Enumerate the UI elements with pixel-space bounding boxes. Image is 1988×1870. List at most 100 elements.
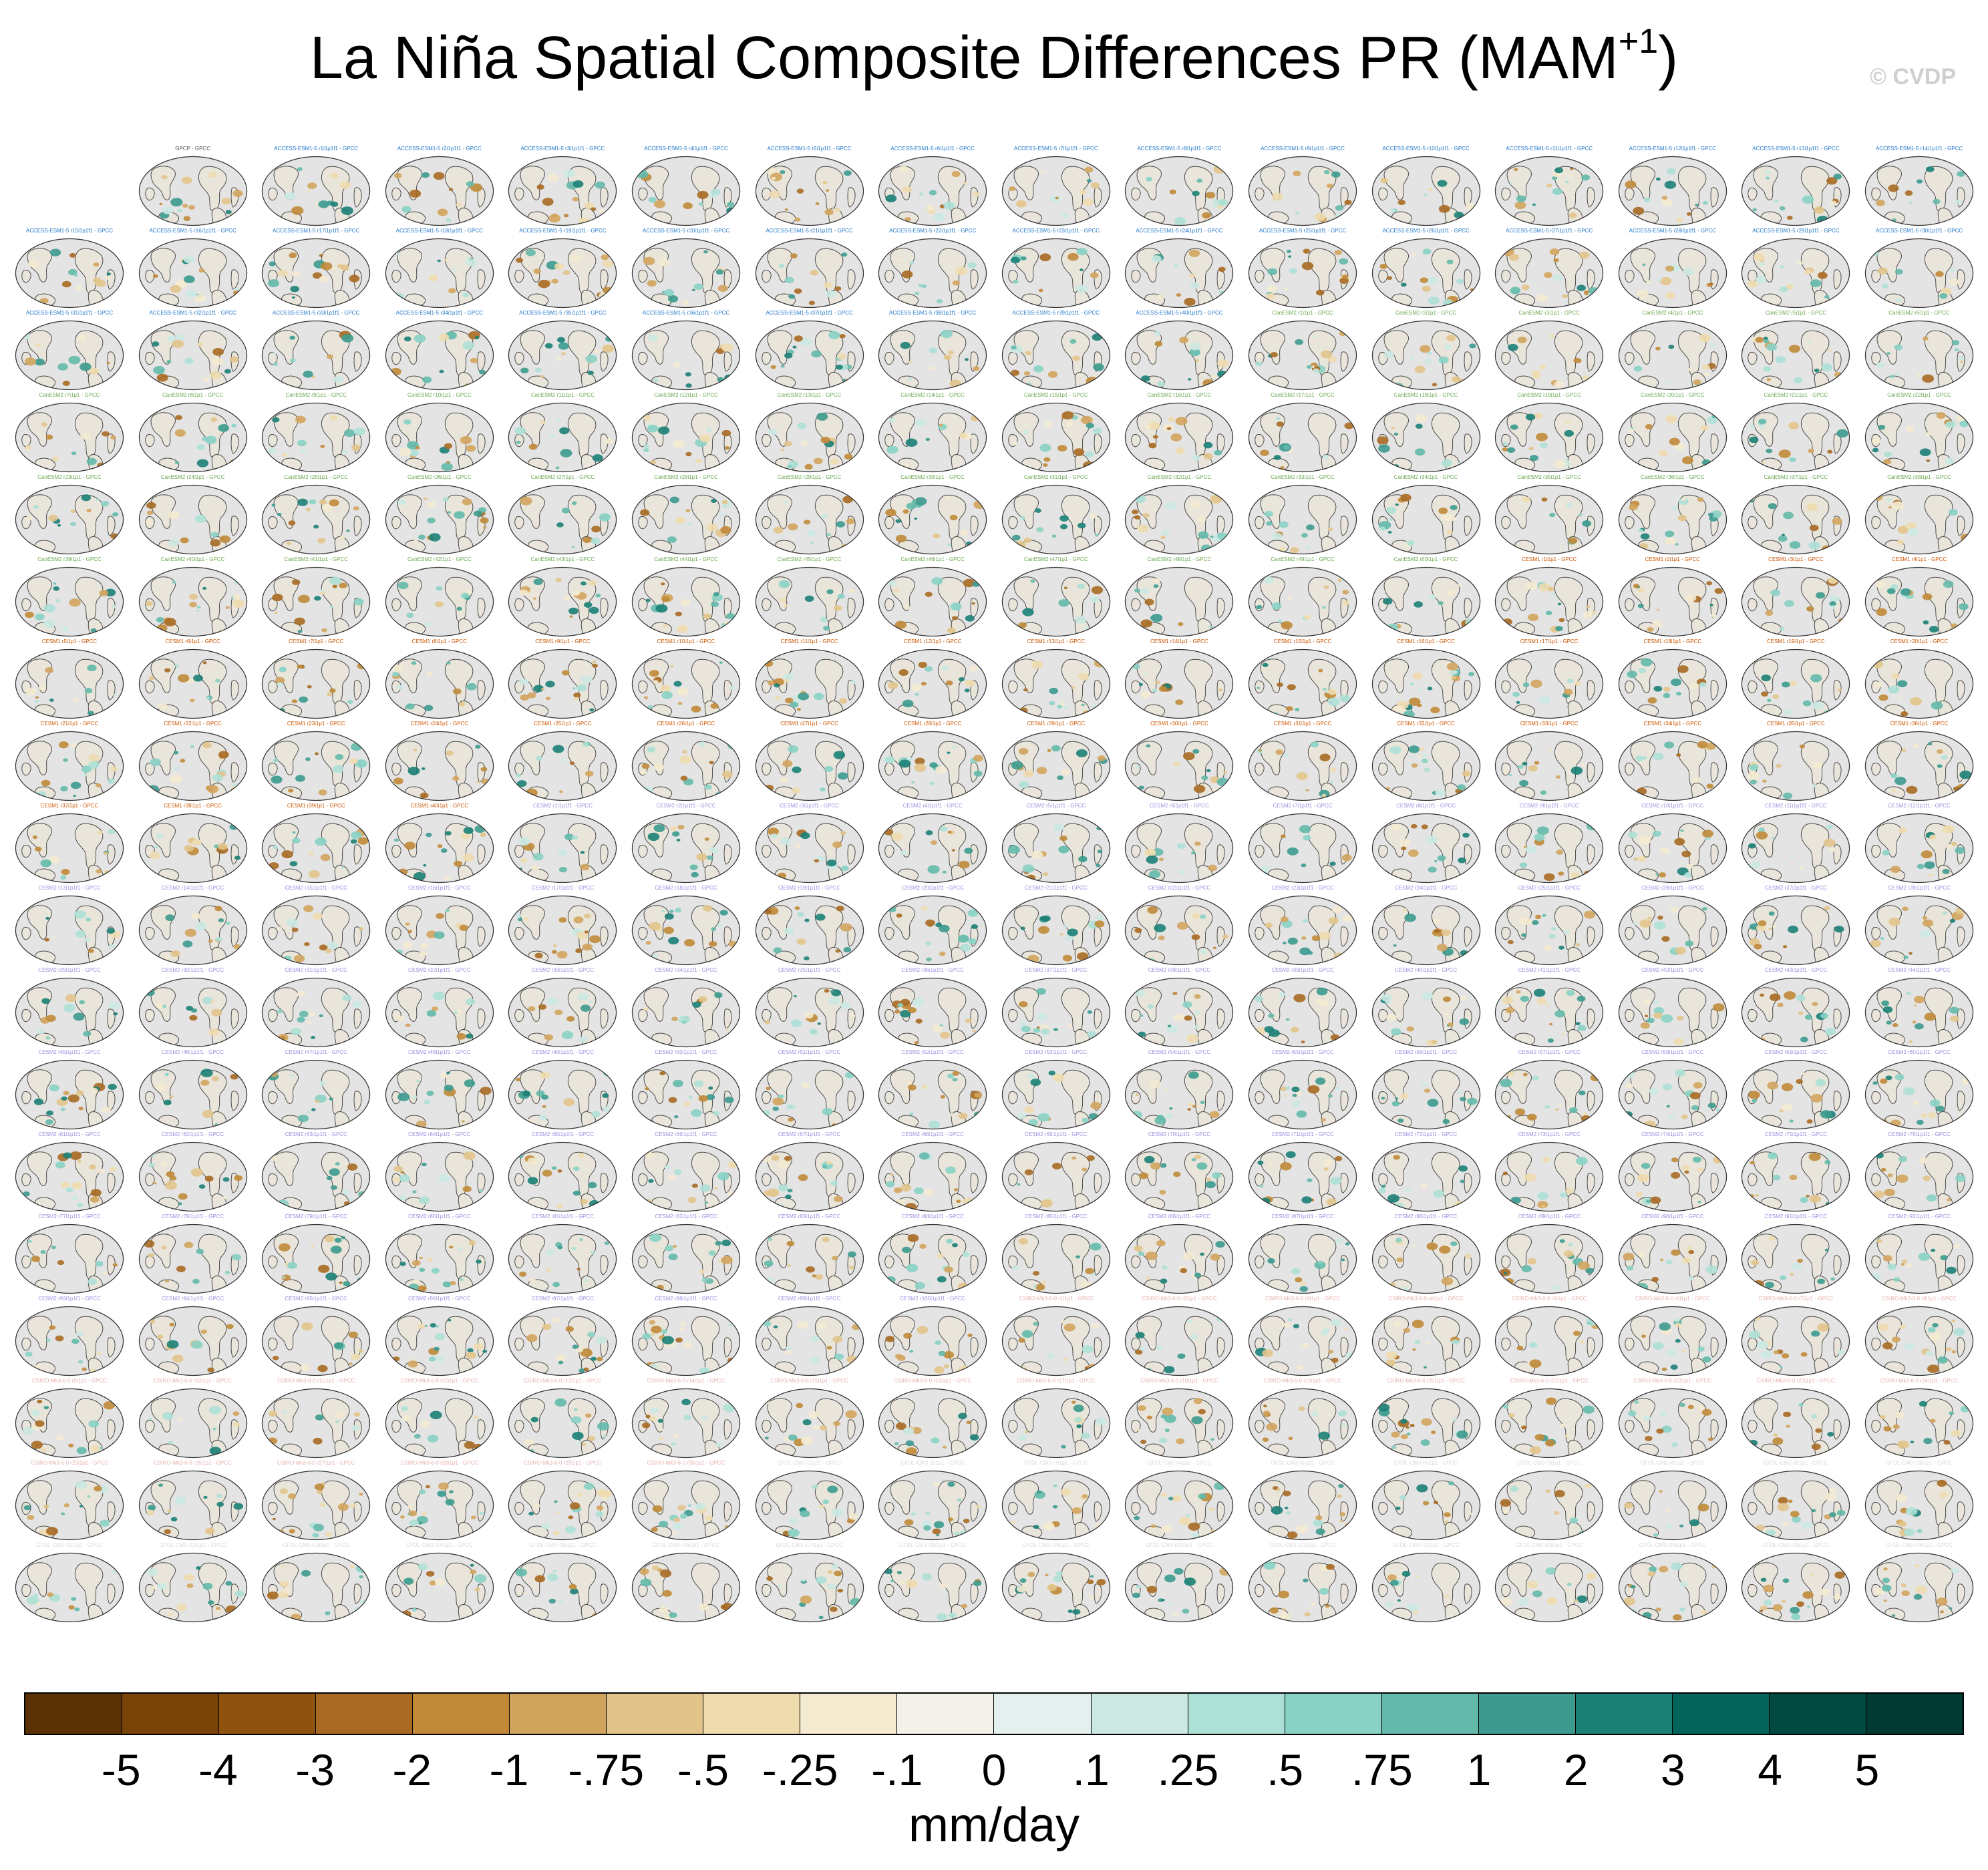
- precip-anomaly-patch: [671, 1016, 678, 1022]
- precip-anomaly-patch: [723, 505, 727, 508]
- precip-anomaly-patch: [780, 365, 785, 368]
- precip-anomaly-patch: [272, 417, 280, 423]
- precip-anomaly-patch: [848, 588, 854, 593]
- precip-anomaly-patch: [540, 1071, 550, 1079]
- precip-anomaly-patch: [1135, 765, 1141, 769]
- map-panel: ACCESS-ESM1-5 r19i1p1f1 - GPCC: [501, 228, 624, 309]
- precip-anomaly-patch: [1910, 697, 1922, 706]
- precip-anomaly-patch: [1379, 526, 1386, 531]
- map-panel-globe: [878, 484, 987, 555]
- map-panel-globe: [508, 895, 617, 966]
- precip-anomaly-patch: [1906, 991, 1912, 996]
- precip-anomaly-patch: [1339, 695, 1351, 703]
- map-panel: CESM1 r33i1p1 - GPCC: [1488, 721, 1611, 802]
- precip-anomaly-patch: [395, 1015, 404, 1022]
- precip-anomaly-patch: [1414, 365, 1426, 373]
- precip-anomaly-patch: [885, 297, 892, 302]
- precip-anomaly-patch: [533, 685, 544, 693]
- map-panel: CESM1 r38i1p1 - GPCC: [132, 803, 255, 884]
- precip-anomaly-patch: [677, 702, 683, 705]
- map-panel: CESM2 r51i1p1f1 - GPCC: [748, 1049, 871, 1131]
- continent-outline: [1761, 950, 1782, 965]
- precip-anomaly-patch: [462, 341, 474, 350]
- panel-label: CanESM2 r15i1p1 - GPCC: [1024, 392, 1088, 398]
- precip-anomaly-patch: [62, 758, 68, 762]
- precip-anomaly-patch: [1441, 929, 1450, 936]
- map-panel-globe: [1742, 156, 1850, 226]
- precip-anomaly-patch: [352, 1000, 363, 1008]
- precip-anomaly-patch: [453, 860, 462, 867]
- precip-anomaly-patch: [1829, 595, 1840, 603]
- precip-anomaly-patch: [648, 1179, 654, 1183]
- precip-anomaly-patch: [1091, 704, 1097, 709]
- precip-anomaly-patch: [327, 692, 333, 697]
- precip-anomaly-patch: [96, 869, 102, 874]
- precip-anomaly-patch: [1780, 206, 1786, 211]
- precip-anomaly-patch: [1071, 686, 1075, 689]
- precip-anomaly-patch: [1077, 522, 1086, 529]
- precip-anomaly-patch: [61, 280, 71, 288]
- precip-anomaly-patch: [1012, 441, 1018, 445]
- precip-anomaly-patch: [466, 1033, 474, 1039]
- precip-anomaly-patch: [1459, 1097, 1466, 1102]
- precip-anomaly-patch: [277, 926, 283, 930]
- precip-anomaly-patch: [45, 667, 53, 673]
- precip-anomaly-patch: [269, 862, 279, 870]
- map-panel-globe: [878, 895, 987, 966]
- precip-anomaly-patch: [433, 172, 445, 180]
- precip-anomaly-patch: [1750, 424, 1756, 429]
- precip-anomaly-patch: [1052, 1073, 1065, 1082]
- precip-anomaly-patch: [1057, 705, 1063, 709]
- continent-outline: [158, 1115, 179, 1129]
- precip-anomaly-patch: [286, 918, 298, 927]
- precip-anomaly-patch: [653, 763, 664, 771]
- map-panel: ACCESS-ESM1-5 r23i1p1f1 - GPCC: [995, 228, 1118, 309]
- precip-anomaly-patch: [713, 1111, 720, 1116]
- copyright-watermark: © CVDP: [1870, 64, 1956, 89]
- precip-anomaly-patch: [940, 1031, 951, 1039]
- precip-anomaly-patch: [170, 285, 181, 293]
- precip-anomaly-patch: [1663, 687, 1671, 692]
- precip-anomaly-patch: [1255, 996, 1264, 1002]
- globe-outline: [1864, 566, 1974, 637]
- precip-anomaly-patch: [162, 206, 174, 214]
- precip-anomaly-patch: [32, 835, 38, 839]
- continent-outline: [528, 457, 549, 472]
- panel-label: CESM2 r12i1p1f1 - GPCC: [1888, 803, 1951, 809]
- precip-anomaly-patch: [1565, 502, 1573, 508]
- precip-anomaly-patch: [764, 909, 772, 915]
- precip-anomaly-patch: [304, 942, 310, 946]
- map-panel: CanESM2 r36i1p1 - GPCC: [1611, 474, 1734, 556]
- globe-outline: [631, 156, 741, 226]
- precip-anomaly-patch: [1062, 954, 1072, 962]
- globe-outline: [138, 402, 247, 473]
- precip-anomaly-patch: [1685, 940, 1693, 947]
- precip-anomaly-patch: [426, 672, 433, 677]
- precip-anomaly-patch: [1677, 665, 1689, 673]
- precip-anomaly-patch: [291, 206, 304, 215]
- map-panel-globe: [15, 648, 124, 719]
- precip-anomaly-patch: [959, 860, 970, 869]
- map-panel-globe: [508, 320, 617, 391]
- precip-anomaly-patch: [1768, 503, 1778, 510]
- panel-label: CESM2 r28i1p1f1 - GPCC: [1888, 885, 1951, 891]
- precip-anomaly-patch: [325, 948, 332, 954]
- precip-anomaly-patch: [947, 627, 956, 634]
- precip-anomaly-patch: [1277, 682, 1284, 687]
- precip-anomaly-patch: [963, 578, 975, 588]
- precip-anomaly-patch: [1176, 293, 1182, 297]
- precip-anomaly-patch: [956, 1199, 961, 1203]
- map-panel-globe: [1618, 977, 1727, 1048]
- precip-anomaly-patch: [958, 1113, 968, 1119]
- panel-label: CESM2 r51i1p1f1 - GPCC: [778, 1049, 841, 1055]
- precip-anomaly-patch: [1699, 333, 1711, 343]
- precip-anomaly-patch: [1539, 442, 1548, 449]
- precip-anomaly-patch: [311, 1036, 316, 1039]
- precip-anomaly-patch: [58, 741, 69, 749]
- precip-anomaly-patch: [1764, 337, 1769, 341]
- map-panel: ACCESS-ESM1-5 r13i1p1f1 - GPCC: [1734, 146, 1857, 227]
- precip-anomaly-patch: [603, 260, 614, 268]
- precip-anomaly-patch: [81, 494, 92, 502]
- globe-outline: [1248, 156, 1357, 226]
- map-panel: CESM2 r32i1p1f1 - GPCC: [378, 967, 501, 1049]
